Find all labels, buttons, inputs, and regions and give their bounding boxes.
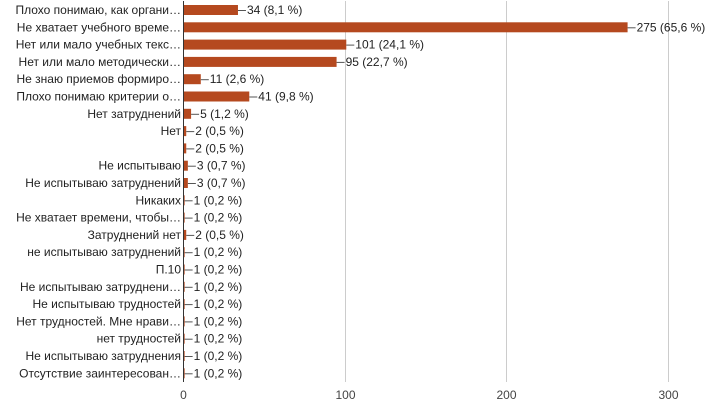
category-label: Не хватает времени, чтобы… — [16, 211, 181, 225]
bar — [183, 143, 187, 154]
category-label: Не знаю приемов формиро… — [16, 72, 181, 86]
value-label: 1 (0,2 %) — [194, 263, 243, 277]
value-label: 1 (0,2 %) — [194, 245, 243, 259]
category-label: Не испытываю затруднения — [25, 349, 181, 363]
category-label: Нет затруднений — [87, 107, 181, 121]
bar — [183, 126, 187, 137]
bar — [183, 178, 188, 188]
bar — [183, 229, 187, 240]
value-label: 2 (0,5 %) — [195, 228, 244, 242]
category-label: П.10 — [156, 263, 182, 277]
value-label: 1 (0,2 %) — [194, 211, 243, 225]
value-label: 275 (65,6 %) — [637, 20, 706, 34]
category-label: Нет или мало методически… — [19, 55, 181, 69]
value-label: 1 (0,2 %) — [194, 280, 243, 294]
value-label: 101 (24,1 %) — [355, 38, 424, 52]
value-label: 11 (2,6 %) — [210, 72, 264, 86]
value-label: 5 (1,2 %) — [200, 107, 249, 121]
category-label: Не испытываю трудностей — [32, 297, 181, 311]
value-label: 1 (0,2 %) — [194, 314, 243, 328]
value-label: 3 (0,7 %) — [197, 176, 246, 190]
bar — [183, 39, 347, 50]
value-label: 34 (8,1 %) — [247, 3, 302, 17]
x-tick-label: 200 — [496, 388, 516, 401]
bars — [183, 5, 636, 379]
value-label: 1 (0,2 %) — [194, 349, 243, 363]
bar — [183, 74, 201, 85]
x-tick-label: 100 — [335, 388, 355, 401]
category-label: Затруднений нет — [88, 228, 182, 242]
value-label: 1 (0,2 %) — [194, 366, 243, 380]
bar — [183, 56, 337, 67]
category-label: Не испытываю затруднени… — [20, 280, 181, 294]
category-label: Не хватает учебного време… — [17, 20, 181, 34]
value-label: 1 (0,2 %) — [194, 332, 243, 346]
category-label: Нет — [161, 124, 182, 138]
value-label: 1 (0,2 %) — [194, 297, 243, 311]
bar — [183, 22, 628, 33]
bar — [183, 108, 192, 119]
labels: 0 100 200 300 34 (8,1 %) Плохо понимаю, как о… — [15, 3, 705, 401]
x-tick-label: 0 — [180, 388, 187, 401]
value-label: 2 (0,5 %) — [195, 124, 244, 138]
x-tick-label: 300 — [658, 388, 678, 401]
category-label: Не испытываю — [98, 159, 181, 173]
category-label: Плохо понимаю, как органи… — [15, 3, 181, 17]
value-label: 41 (9,8 %) — [258, 90, 313, 104]
category-label: Нет трудностей. Мне нрави… — [16, 314, 181, 328]
value-label: 95 (22,7 %) — [346, 55, 408, 69]
value-label: 2 (0,5 %) — [195, 141, 244, 155]
category-label: не испытываю затруднений — [27, 245, 181, 259]
category-label: Не испытываю затруднений — [25, 176, 181, 190]
bar — [183, 5, 238, 15]
category-label: нет трудностей — [97, 332, 181, 346]
category-label: Никаких — [135, 193, 181, 207]
bar — [183, 160, 188, 171]
category-label: Нет или мало учебных текс… — [16, 38, 181, 52]
value-label: 1 (0,2 %) — [194, 193, 243, 207]
category-label: Отсутствие заинтересован… — [19, 366, 181, 380]
value-label: 3 (0,7 %) — [197, 159, 246, 173]
category-label: Плохо понимаю критерии о… — [16, 90, 181, 104]
bar — [183, 91, 250, 102]
